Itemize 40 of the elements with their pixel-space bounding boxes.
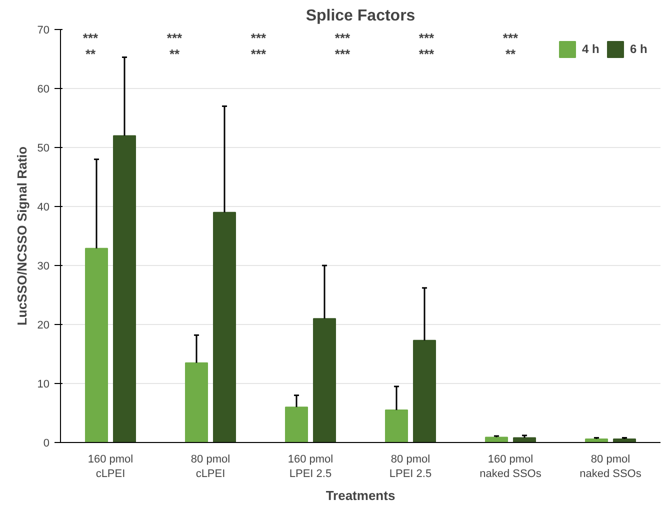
x-tick-label: 160 pmol LPEI 2.5 — [288, 454, 334, 480]
x-tick-label: 80 pmol cLPEI — [190, 454, 230, 480]
annotation: ** — [505, 46, 516, 62]
bar — [185, 362, 208, 442]
annotation: *** — [502, 30, 520, 46]
y-tick-label: 10 — [37, 378, 50, 390]
y-tick-label: 70 — [37, 24, 50, 36]
annotation: *** — [82, 30, 100, 46]
y-tick-label: 40 — [37, 202, 50, 214]
annotation: *** — [250, 46, 268, 62]
x-tick-label: 80 pmol naked SSOs — [580, 454, 642, 480]
x-tick-label: 160 pmol naked SSOs — [480, 454, 542, 480]
annotation: *** — [418, 46, 436, 62]
legend-label: 6 h — [630, 42, 648, 56]
annotation: *** — [334, 30, 352, 46]
bar — [413, 340, 436, 442]
bar — [85, 248, 108, 442]
annotation: *** — [334, 46, 352, 62]
y-tick-label: 0 — [43, 438, 50, 450]
legend-label: 4 h — [582, 42, 600, 56]
annotation: ** — [169, 46, 180, 62]
y-tick-label: 60 — [37, 84, 50, 96]
y-axis-title: LucSSO/NCSSO Signal Ratio — [14, 146, 30, 326]
bar — [313, 318, 336, 442]
y-tick-label: 20 — [37, 320, 50, 332]
bar — [285, 406, 308, 442]
y-tick-label: 30 — [37, 260, 50, 272]
annotation: *** — [166, 30, 184, 46]
bar — [485, 436, 508, 442]
bar — [113, 135, 136, 442]
annotation: *** — [418, 30, 436, 46]
x-tick-label: 160 pmol cLPEI — [88, 454, 134, 480]
x-tick-label: 80 pmol LPEI 2.5 — [389, 454, 432, 480]
y-tick-label: 50 — [37, 142, 50, 154]
annotation: *** — [250, 30, 268, 46]
bar — [213, 212, 236, 442]
x-axis-title: Treatments — [326, 488, 396, 503]
chart-title: Splice Factors — [306, 8, 416, 24]
annotation: ** — [85, 46, 96, 62]
bar — [385, 410, 408, 442]
